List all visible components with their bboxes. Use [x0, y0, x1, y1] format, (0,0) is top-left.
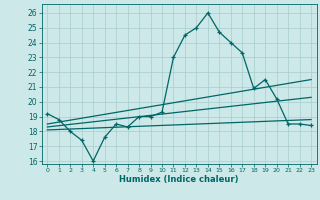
X-axis label: Humidex (Indice chaleur): Humidex (Indice chaleur): [119, 175, 239, 184]
